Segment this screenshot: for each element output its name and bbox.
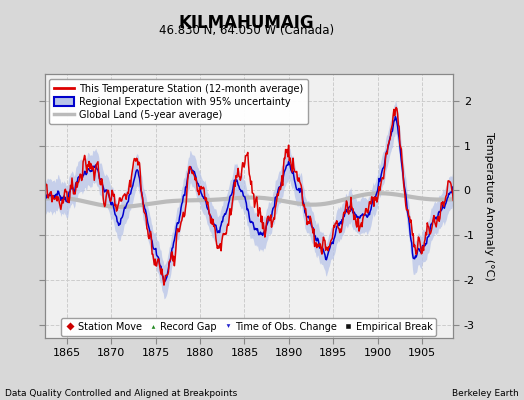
Y-axis label: Temperature Anomaly (°C): Temperature Anomaly (°C) xyxy=(484,132,494,280)
Text: KILMAHUMAIG: KILMAHUMAIG xyxy=(179,14,314,32)
Legend: Station Move, Record Gap, Time of Obs. Change, Empirical Break: Station Move, Record Gap, Time of Obs. C… xyxy=(61,318,436,336)
Text: Berkeley Earth: Berkeley Earth xyxy=(452,389,519,398)
Text: Data Quality Controlled and Aligned at Breakpoints: Data Quality Controlled and Aligned at B… xyxy=(5,389,237,398)
Text: 46.830 N, 64.050 W (Canada): 46.830 N, 64.050 W (Canada) xyxy=(159,24,334,37)
